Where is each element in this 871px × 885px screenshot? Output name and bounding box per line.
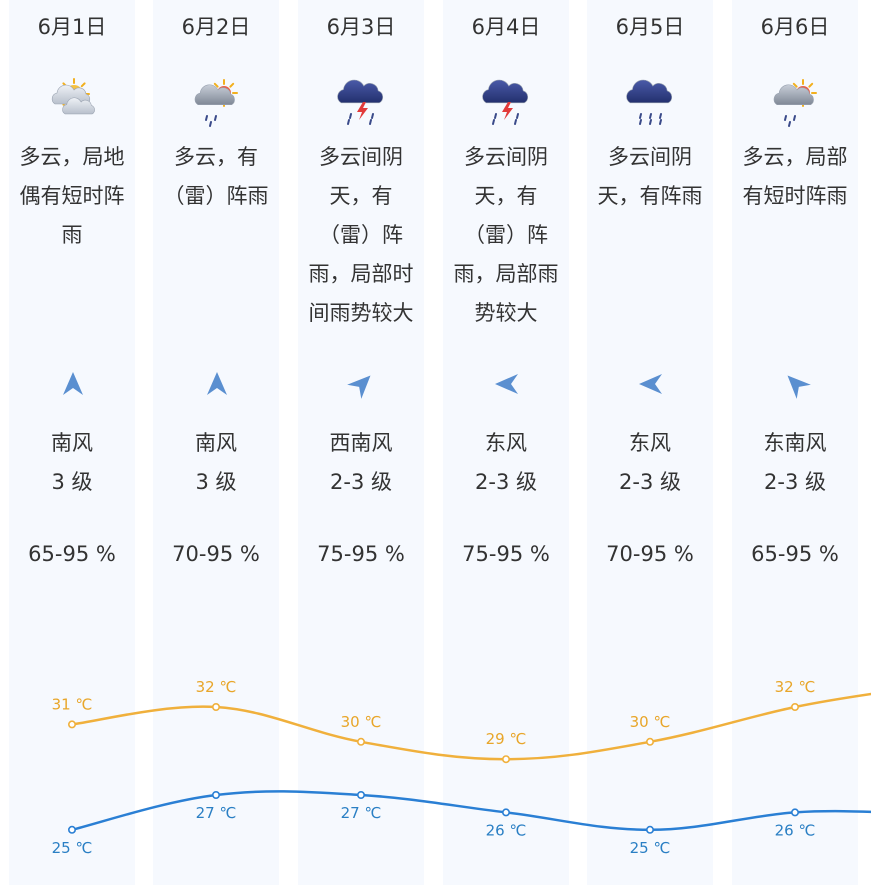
weather-description: 多云，有 （雷）阵雨 [153, 138, 279, 216]
weather-description: 多云，局地偶有短时阵雨 [9, 138, 135, 255]
wind-level: 2-3 级 [619, 470, 681, 494]
weather-description-line: 多云间阴 [319, 145, 403, 169]
wind-level: 2-3 级 [475, 470, 537, 494]
weather-description-line: 雨，局部时 [308, 262, 414, 286]
weather-description-line: 天，有 [474, 184, 538, 208]
weather-description-line: 雨，局部雨 [453, 262, 559, 286]
wind-level: 3 级 [51, 470, 93, 494]
weather-description-line: 多云，局部 [742, 145, 848, 169]
wind-info: 南风 3 级 [9, 424, 135, 502]
rain-cloud-icon [624, 78, 678, 132]
sun-cloud-rain-icon [769, 78, 823, 132]
wind-direction: 南风 [195, 431, 237, 455]
wind-info: 西南风 2-3 级 [298, 424, 424, 502]
weather-description-line: （雷）阵 [319, 223, 403, 247]
weather-description-line: 多云，局地 [19, 145, 125, 169]
partly-cloudy-sun-icon [46, 78, 100, 132]
wind-direction-icon [201, 368, 233, 400]
weather-description-line: 天，有 [329, 184, 393, 208]
weather-description-line: （雷）阵 [464, 223, 548, 247]
wind-direction-icon [491, 368, 523, 400]
wind-direction: 东南风 [763, 431, 827, 455]
humidity-range: 70-95 % [606, 542, 694, 566]
thunderstorm-icon [335, 78, 389, 132]
wind-direction: 东风 [485, 431, 527, 455]
wind-level: 2-3 级 [330, 470, 392, 494]
forecast-day-column: 6月2日多云，有 （雷）阵雨南风 3 级 70-95 % [153, 0, 279, 885]
sun-cloud-rain-icon [190, 78, 244, 132]
weather-description: 多云间阴天，有阵雨 [587, 138, 713, 216]
wind-direction: 西南风 [329, 431, 393, 455]
weather-description-line: （雷）阵雨 [163, 184, 269, 208]
forecast-date: 6月5日 [615, 15, 685, 39]
forecast-day-column: 6月6日多云，局部有短时阵雨东南风 2-3 级 65-95 % [732, 0, 858, 885]
wind-info: 东风 2-3 级 [443, 424, 569, 502]
humidity-range: 70-95 % [172, 542, 260, 566]
weather-description-line: 间雨势较大 [308, 301, 414, 325]
wind-direction: 东风 [629, 431, 671, 455]
wind-direction-icon [346, 368, 378, 400]
wind-direction-icon [780, 368, 812, 400]
forecast-day-column: 6月3日多云间阴天，有 （雷）阵雨，局部时间雨势较大西南风 2-3 级 75-95 % [298, 0, 424, 885]
wind-info: 东南风 2-3 级 [732, 424, 858, 502]
forecast-date: 6月1日 [37, 15, 107, 39]
weather-description-line: 有短时阵雨 [742, 184, 848, 208]
forecast-day-column: 6月4日多云间阴天，有 （雷）阵雨，局部雨势较大东风 2-3 级 75-95 % [443, 0, 569, 885]
wind-direction: 南风 [51, 431, 93, 455]
wind-level: 3 级 [195, 470, 237, 494]
forecast-date: 6月6日 [760, 15, 830, 39]
wind-direction-icon [635, 368, 667, 400]
humidity-range: 65-95 % [751, 542, 839, 566]
weather-description: 多云，局部有短时阵雨 [732, 138, 858, 216]
forecast-day-column: 6月1日多云，局地偶有短时阵雨南风 3 级 65-95 % [9, 0, 135, 885]
thunderstorm-icon [480, 78, 534, 132]
humidity-range: 65-95 % [28, 542, 116, 566]
weather-description-line: 多云，有 [174, 145, 258, 169]
weather-description-line: 雨 [61, 223, 83, 247]
humidity-range: 75-95 % [317, 542, 405, 566]
wind-info: 东风 2-3 级 [587, 424, 713, 502]
weather-description-line: 多云间阴 [608, 145, 692, 169]
weather-description-line: 天，有阵雨 [597, 184, 703, 208]
wind-info: 南风 3 级 [153, 424, 279, 502]
humidity-range: 75-95 % [462, 542, 550, 566]
forecast-date: 6月4日 [471, 15, 541, 39]
wind-direction-icon [57, 368, 89, 400]
weather-description: 多云间阴天，有 （雷）阵雨，局部雨势较大 [443, 138, 569, 333]
weather-description-line: 势较大 [474, 301, 538, 325]
weather-description: 多云间阴天，有 （雷）阵雨，局部时间雨势较大 [298, 138, 424, 333]
weather-description-line: 多云间阴 [464, 145, 548, 169]
weather-description-line: 偶有短时阵 [19, 184, 125, 208]
forecast-day-column: 6月5日多云间阴天，有阵雨东风 2-3 级 70-95 % [587, 0, 713, 885]
wind-level: 2-3 级 [764, 470, 826, 494]
forecast-date: 6月3日 [326, 15, 396, 39]
forecast-date: 6月2日 [181, 15, 251, 39]
